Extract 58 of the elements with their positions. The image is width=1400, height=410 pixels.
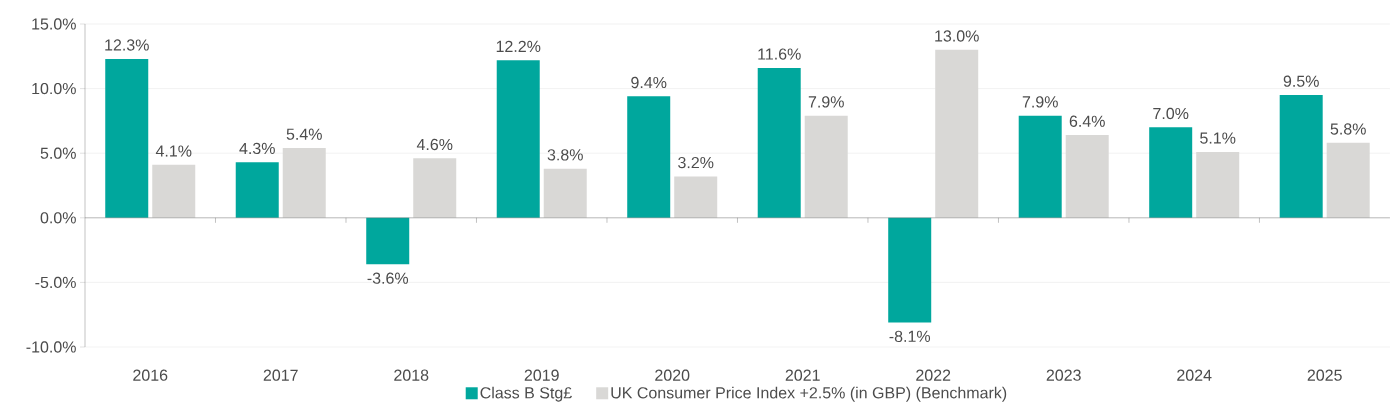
x-tick-label: 2022 bbox=[916, 369, 951, 381]
x-tick-label: 2020 bbox=[655, 369, 690, 381]
data-label: 7.9% bbox=[808, 96, 844, 108]
bar bbox=[105, 58, 149, 218]
data-label: 9.5% bbox=[1283, 75, 1319, 87]
x-tick-label: 2019 bbox=[524, 369, 559, 381]
legend-label: UK Consumer Price Index +2.5% (in GBP) (Benchmark) bbox=[611, 386, 1007, 402]
y-tick-label: 15.0% bbox=[32, 18, 76, 30]
x-tick-label: 2024 bbox=[1177, 369, 1212, 381]
data-label: 3.8% bbox=[547, 149, 583, 161]
y-tick-label: -5.0% bbox=[35, 276, 76, 289]
x-tick-label: 2023 bbox=[1046, 369, 1081, 381]
bar bbox=[804, 115, 848, 218]
y-tick-label: -10.0% bbox=[26, 341, 76, 353]
bar bbox=[757, 67, 801, 218]
bar bbox=[627, 96, 671, 218]
data-label: 4.3% bbox=[239, 142, 275, 155]
data-label: -3.6% bbox=[367, 272, 409, 284]
bar bbox=[152, 164, 196, 218]
bar bbox=[1279, 95, 1323, 218]
x-tick-label: 2017 bbox=[263, 369, 298, 381]
bar bbox=[413, 158, 457, 218]
x-tick-label: 2021 bbox=[785, 369, 820, 381]
y-tick-label: 5.0% bbox=[40, 147, 76, 159]
bar bbox=[1018, 115, 1062, 218]
bar bbox=[543, 168, 587, 218]
bar bbox=[1196, 151, 1240, 218]
data-label: 5.4% bbox=[286, 128, 322, 140]
data-label: 12.3% bbox=[105, 39, 149, 51]
bar bbox=[935, 49, 979, 218]
bar bbox=[366, 217, 410, 265]
data-label: 7.0% bbox=[1153, 107, 1189, 120]
bar bbox=[1326, 142, 1370, 218]
bar bbox=[282, 148, 326, 218]
data-label: 6.4% bbox=[1069, 115, 1105, 127]
data-label: 7.9% bbox=[1022, 96, 1058, 108]
data-label: 11.6% bbox=[758, 48, 801, 60]
x-tick-label: 2025 bbox=[1307, 369, 1342, 381]
legend-label: Class B Stg£ bbox=[480, 386, 572, 402]
y-tick-label: 10.0% bbox=[32, 82, 76, 95]
bar bbox=[1149, 127, 1193, 218]
bar bbox=[235, 162, 279, 218]
data-label: 4.6% bbox=[416, 138, 453, 151]
data-label: 12.2% bbox=[496, 40, 541, 52]
data-label: -8.1% bbox=[889, 330, 931, 342]
bar bbox=[496, 60, 540, 218]
x-tick-label: 2016 bbox=[133, 369, 168, 381]
data-label: 5.8% bbox=[1330, 123, 1366, 135]
data-label: 5.1% bbox=[1200, 132, 1236, 144]
data-label: 9.4% bbox=[631, 76, 667, 89]
data-label: 3.2% bbox=[678, 156, 714, 169]
data-label: 13.0% bbox=[935, 30, 979, 42]
bar bbox=[1065, 135, 1109, 218]
x-tick-label: 2018 bbox=[394, 369, 429, 381]
bar bbox=[674, 176, 718, 218]
bar bbox=[888, 217, 932, 323]
data-label: 4.1% bbox=[155, 145, 192, 157]
y-tick-label: 0.0% bbox=[40, 212, 76, 224]
